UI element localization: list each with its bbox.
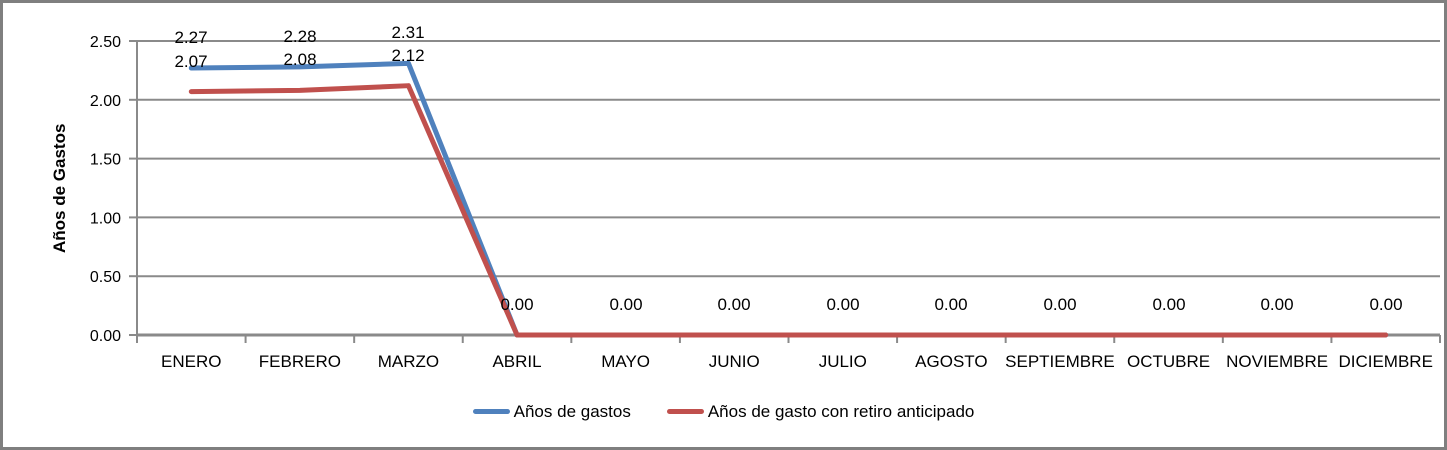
chart-canvas: 2.50 2.00 1.50 1.00 0.50 0.00 ENERO FEBRERO MARZ…	[90, 23, 1441, 371]
data-label: 2.12	[391, 46, 424, 65]
data-label: 0.00	[1260, 295, 1293, 314]
data-label: 2.27	[174, 28, 207, 47]
y-tick-label: 1.50	[90, 152, 121, 169]
data-label: 2.07	[174, 52, 207, 71]
legend-label: Años de gastos	[513, 402, 631, 421]
x-category-label: JUNIO	[709, 352, 760, 371]
data-label: 0.00	[500, 295, 533, 314]
y-tick-label: 2.00	[90, 93, 121, 110]
y-tick-label: 2.50	[90, 34, 121, 51]
x-category-label: FEBRERO	[259, 352, 341, 371]
chart: Años de Gastos 2.50 2.00 1.50 1.00 0.50 0.00 E…	[3, 3, 1444, 447]
data-label: 2.31	[391, 23, 424, 42]
data-label: 0.00	[609, 295, 642, 314]
data-label: 0.00	[934, 295, 967, 314]
x-category-label: SEPTIEMBRE	[1005, 352, 1115, 371]
x-category-label: JULIO	[819, 352, 867, 371]
y-tick-label: 0.50	[90, 269, 121, 286]
data-label: 0.00	[1369, 295, 1402, 314]
legend-label: Años de gasto con retiro anticipado	[707, 402, 975, 421]
data-label: 2.08	[283, 50, 316, 69]
legend-item: Años de gasto con retiro anticipado	[666, 402, 975, 421]
y-tick-label: 1.00	[90, 210, 121, 227]
x-category-label: MAYO	[601, 352, 650, 371]
x-category-label: NOVIEMBRE	[1226, 352, 1328, 371]
legend: Años de gastos Años de gasto con retiro a…	[3, 403, 1444, 420]
legend-line-swatch-icon	[666, 409, 704, 414]
data-label: 0.00	[717, 295, 750, 314]
x-category-label: ABRIL	[492, 352, 541, 371]
data-label: 0.00	[1152, 295, 1185, 314]
data-label: 0.00	[1043, 295, 1076, 314]
legend-line-swatch-icon	[472, 409, 510, 414]
x-category-label: ENERO	[161, 352, 221, 371]
data-label: 2.28	[283, 27, 316, 46]
x-category-label: MARZO	[378, 352, 439, 371]
y-tick-label: 0.00	[90, 328, 121, 345]
data-label: 0.00	[826, 295, 859, 314]
series-line-1	[188, 83, 1389, 338]
x-category-label: AGOSTO	[915, 352, 987, 371]
x-category-label: OCTUBRE	[1127, 352, 1210, 371]
legend-item: Años de gastos	[472, 402, 631, 421]
series-line-0	[188, 60, 1389, 338]
x-category-label: DICIEMBRE	[1338, 352, 1432, 371]
